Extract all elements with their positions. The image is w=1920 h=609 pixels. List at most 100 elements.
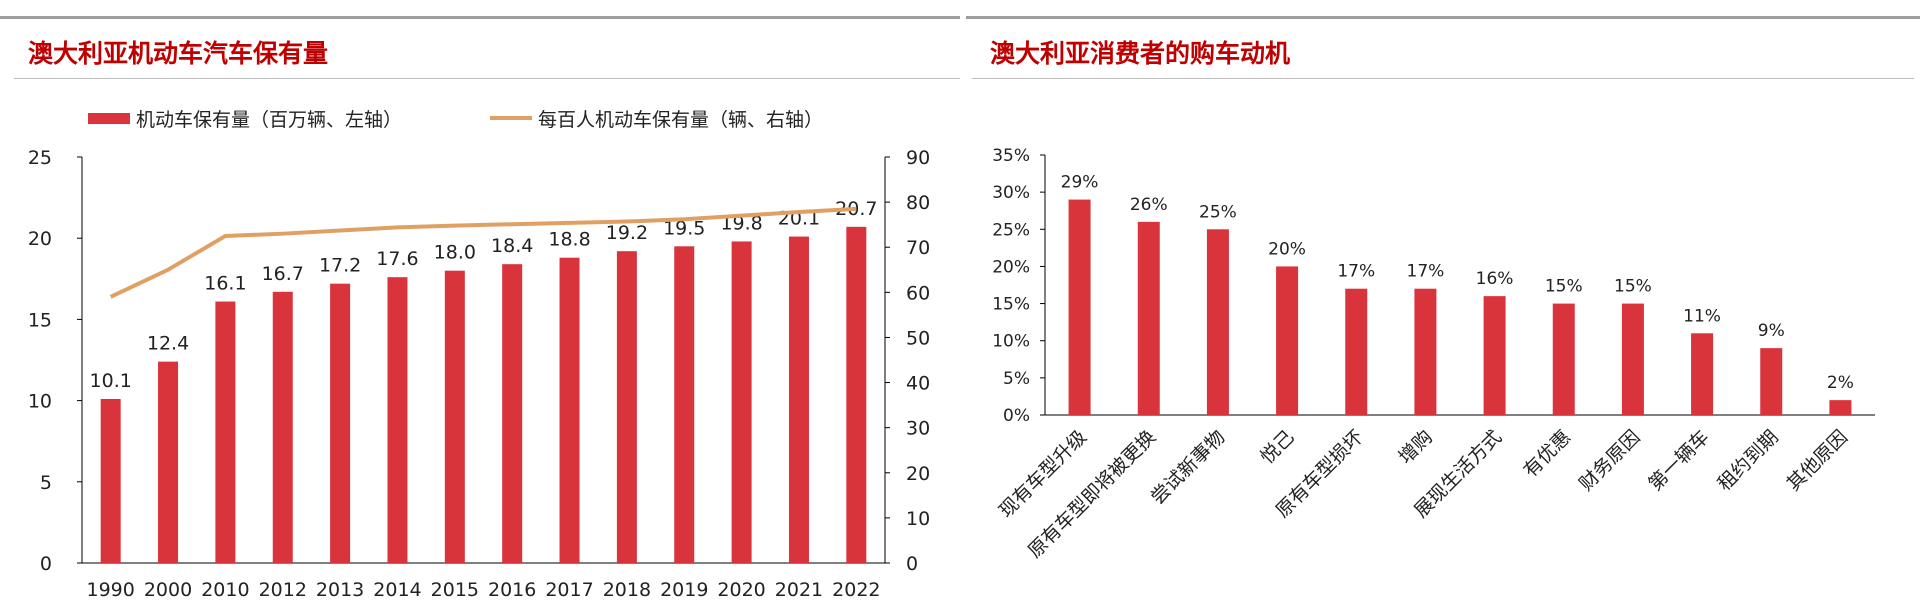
bar: [330, 283, 351, 563]
x-tick-label: 2018: [603, 579, 651, 601]
bar-value-label: 17%: [1407, 262, 1445, 282]
x-tick-label: 2000: [144, 579, 192, 601]
title-rule: [14, 78, 960, 79]
bar: [387, 277, 408, 563]
bar-value-label: 29%: [1061, 173, 1099, 193]
x-tick-label: 尝试新事物: [1147, 426, 1230, 509]
chart-title: 澳大利亚机动车汽车保有量: [28, 39, 329, 68]
title-rule: [972, 78, 1914, 79]
bar-value-label: 16%: [1476, 269, 1514, 289]
y-tick-label: 25%: [992, 220, 1030, 240]
bar-value-label: 9%: [1758, 321, 1785, 341]
y-tick-label-right: 80: [906, 192, 930, 214]
y-tick-label: 35%: [992, 146, 1030, 166]
x-tick-label: 1990: [86, 579, 134, 601]
bar: [100, 398, 121, 563]
bar-value-label: 19.2: [606, 222, 648, 244]
bar-value-label: 18.8: [548, 229, 590, 251]
bar: [158, 361, 179, 563]
x-tick-label: 其他原因: [1783, 426, 1852, 495]
bar-value-label: 18.4: [491, 235, 533, 257]
bar-value-label: 2%: [1827, 373, 1854, 393]
x-tick-label: 财务原因: [1575, 426, 1644, 495]
bar: [215, 301, 236, 563]
bar: [559, 257, 580, 563]
bar-value-label: 20%: [1268, 239, 1306, 259]
bar: [788, 236, 809, 564]
bar-value-label: 17.2: [319, 255, 361, 277]
x-tick-label: 增购: [1395, 426, 1437, 468]
x-tick-label: 2014: [373, 579, 421, 601]
bar: [444, 270, 465, 563]
bar: [1276, 266, 1299, 415]
y-tick-label-right: 90: [906, 147, 930, 169]
legend-bar-swatch: [88, 113, 130, 124]
bar-value-label: 25%: [1199, 202, 1237, 222]
y-tick-label-right: 0: [906, 553, 918, 575]
x-tick-label: 2016: [488, 579, 536, 601]
x-tick-label: 2019: [660, 579, 708, 601]
series-line: [109, 206, 857, 299]
y-tick-label-right: 30: [906, 418, 930, 440]
bar-value-label: 18.0: [434, 242, 476, 264]
bar: [502, 264, 523, 563]
top-rule: [966, 16, 1920, 19]
chart-title: 澳大利亚消费者的购车动机: [990, 39, 1291, 68]
x-tick-label: 原有车型即将被更换: [1024, 426, 1160, 562]
bar-value-label: 11%: [1683, 306, 1721, 326]
panel-vehicle-ownership: 澳大利亚机动车汽车保有量: [0, 16, 960, 79]
x-tick-label: 有优惠: [1519, 426, 1575, 482]
bar-value-label: 16.7: [262, 263, 304, 285]
x-tick-label: 2021: [775, 579, 823, 601]
x-tick-label: 租约到期: [1713, 426, 1782, 495]
y-tick-label-left: 5: [40, 472, 52, 494]
bar: [1829, 400, 1852, 415]
bar: [846, 226, 867, 563]
y-tick-label: 30%: [992, 183, 1030, 203]
y-tick-label-right: 40: [906, 373, 930, 395]
x-tick-label: 2010: [201, 579, 249, 601]
x-tick-label: 2022: [832, 579, 880, 601]
bar: [1414, 288, 1437, 415]
bar: [1483, 296, 1506, 415]
bar: [731, 241, 752, 563]
x-tick-label: 悦己: [1256, 426, 1298, 468]
y-tick-label: 10%: [992, 332, 1030, 352]
bar: [674, 246, 695, 563]
bar: [272, 291, 293, 563]
y-tick-label-right: 50: [906, 327, 930, 349]
x-tick-label: 2015: [431, 579, 479, 601]
x-tick-label: 2017: [545, 579, 593, 601]
bar-value-label: 15%: [1614, 277, 1652, 297]
bar: [1137, 221, 1160, 415]
bar-value-label: 17.6: [376, 248, 418, 270]
y-tick-label: 0%: [1003, 406, 1030, 426]
y-tick-label: 20%: [992, 257, 1030, 277]
y-tick-label-left: 20: [28, 228, 52, 250]
bar: [1206, 229, 1229, 415]
legend-line-label: 每百人机动车保有量（辆、右轴）: [538, 109, 823, 131]
bar: [616, 251, 637, 563]
legend-bar-label: 机动车保有量（百万辆、左轴）: [136, 109, 402, 131]
bar-value-label: 16.1: [204, 273, 246, 295]
y-tick-label: 15%: [992, 295, 1030, 315]
bar: [1691, 333, 1714, 415]
panel-purchase-motivation: 澳大利亚消费者的购车动机: [966, 0, 1920, 609]
y-tick-label: 5%: [1003, 369, 1030, 389]
bar: [1760, 348, 1783, 415]
bar-value-label: 26%: [1130, 195, 1168, 215]
ownership-chart: 机动车保有量（百万辆、左轴） 每百人机动车保有量（辆、右轴） 0 5 10 15 20 25 0…: [28, 109, 930, 601]
x-tick-label: 2020: [717, 579, 765, 601]
y-tick-label-right: 70: [906, 237, 930, 259]
y-tick-label-left: 25: [28, 147, 52, 169]
top-rule: [0, 16, 960, 19]
bar-value-label: 20.7: [835, 198, 877, 220]
bar: [1552, 303, 1575, 415]
bar-value-label: 19.5: [663, 217, 705, 239]
y-tick-label-left: 10: [28, 391, 52, 413]
y-tick-label-left: 15: [28, 309, 52, 331]
y-tick-label-right: 60: [906, 282, 930, 304]
y-tick-label-left: 0: [40, 553, 52, 575]
bar: [1068, 199, 1091, 415]
